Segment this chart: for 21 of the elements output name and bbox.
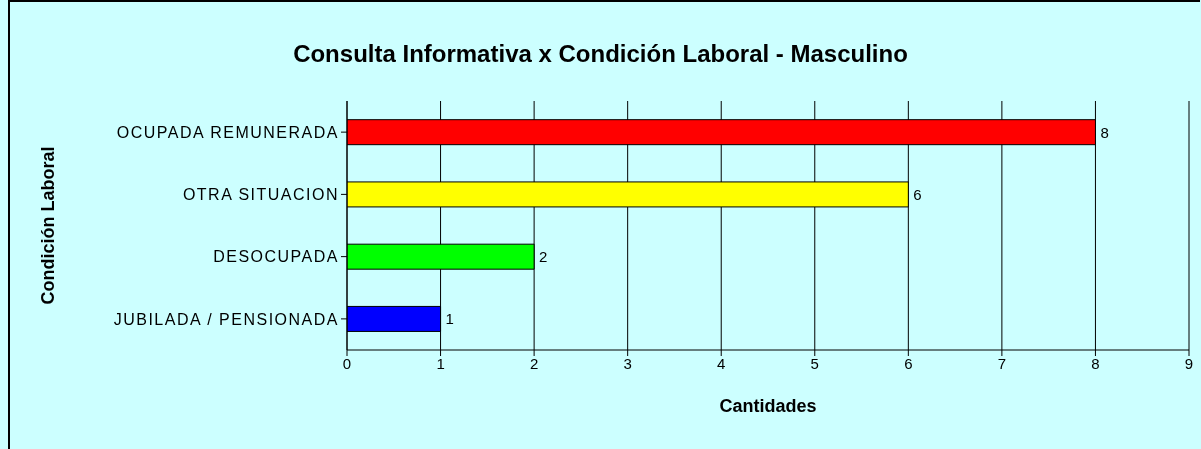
x-tick-label: 6 bbox=[904, 354, 913, 372]
x-tick-label: 0 bbox=[342, 354, 352, 372]
x-tick-label: 7 bbox=[997, 354, 1007, 372]
x-tick-label: 5 bbox=[810, 354, 819, 372]
x-tick-label: 3 bbox=[623, 354, 632, 372]
y-tick-label: DESOCUPADA bbox=[213, 248, 339, 266]
x-tick-label: 9 bbox=[1184, 354, 1194, 372]
y-tick-label: OTRA SITUACION bbox=[182, 186, 339, 204]
data-label: 8 bbox=[1100, 123, 1109, 141]
y-tick-label: OCUPADA REMUNERADA bbox=[116, 123, 339, 141]
data-label: 6 bbox=[913, 185, 922, 203]
data-label: 1 bbox=[445, 310, 454, 328]
chart-title: Consulta Informativa x Condición Laboral - Masculino bbox=[292, 40, 909, 68]
data-label: 2 bbox=[539, 248, 548, 265]
x-tick-label: 8 bbox=[1091, 354, 1100, 372]
x-axis-title: Cantidades bbox=[719, 396, 817, 416]
y-tick-label: JUBILADA / PENSIONADA bbox=[113, 310, 339, 328]
x-tick-label: 2 bbox=[529, 354, 539, 372]
y-axis-title: Condición Laboral bbox=[38, 146, 59, 305]
x-tick-label: 1 bbox=[436, 354, 445, 372]
x-tick-label: 4 bbox=[717, 354, 726, 372]
